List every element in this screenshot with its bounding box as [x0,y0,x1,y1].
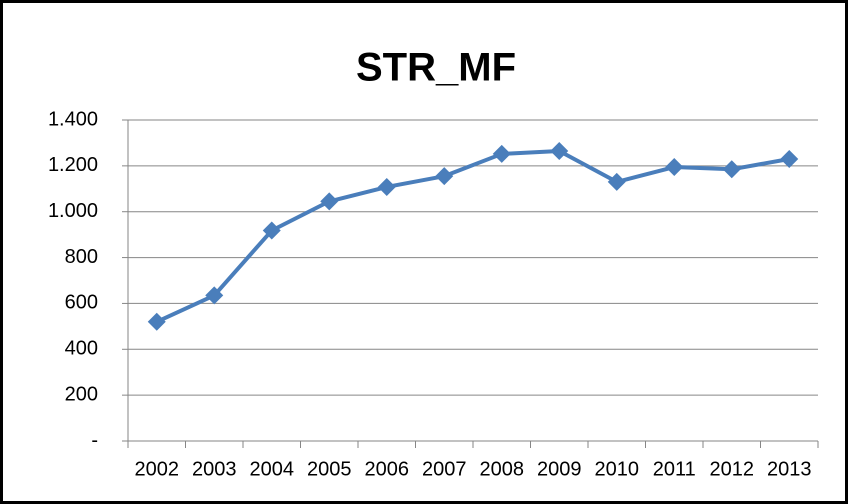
marker [780,149,799,168]
x-tick-label: 2006 [365,458,410,480]
marker [262,221,281,240]
marker [722,160,741,179]
marker [492,144,511,163]
marker [550,141,569,160]
chart-title: STR_MF [356,46,516,90]
y-tick-label: 1.400 [48,108,98,130]
marker [665,158,684,177]
marker [607,172,626,191]
marker [205,286,224,305]
y-tick-label: 1.200 [48,154,98,176]
x-tick-label: 2007 [422,458,467,480]
y-tick-label: - [91,429,98,451]
marker [147,312,166,331]
marker [435,167,454,186]
x-tick-label: 2002 [135,458,180,480]
x-tick-label: 2003 [192,458,237,480]
x-tick-label: 2010 [595,458,640,480]
y-tick-label: 1.000 [48,200,98,222]
x-tick-label: 2005 [307,458,352,480]
x-tick-label: 2011 [653,458,696,480]
y-tick-label: 200 [65,383,98,405]
x-tick-label: 2013 [767,458,812,480]
marker [377,177,396,196]
x-tick-label: 2009 [537,458,582,480]
y-tick-label: 600 [65,292,98,314]
line-series [155,148,790,324]
marker [320,192,339,211]
x-tick-label: 2008 [480,458,525,480]
y-tick-label: 400 [65,338,98,360]
x-tick-label: 2012 [710,458,755,480]
y-tick-label: 800 [65,246,98,268]
x-tick-label: 2004 [250,458,295,480]
